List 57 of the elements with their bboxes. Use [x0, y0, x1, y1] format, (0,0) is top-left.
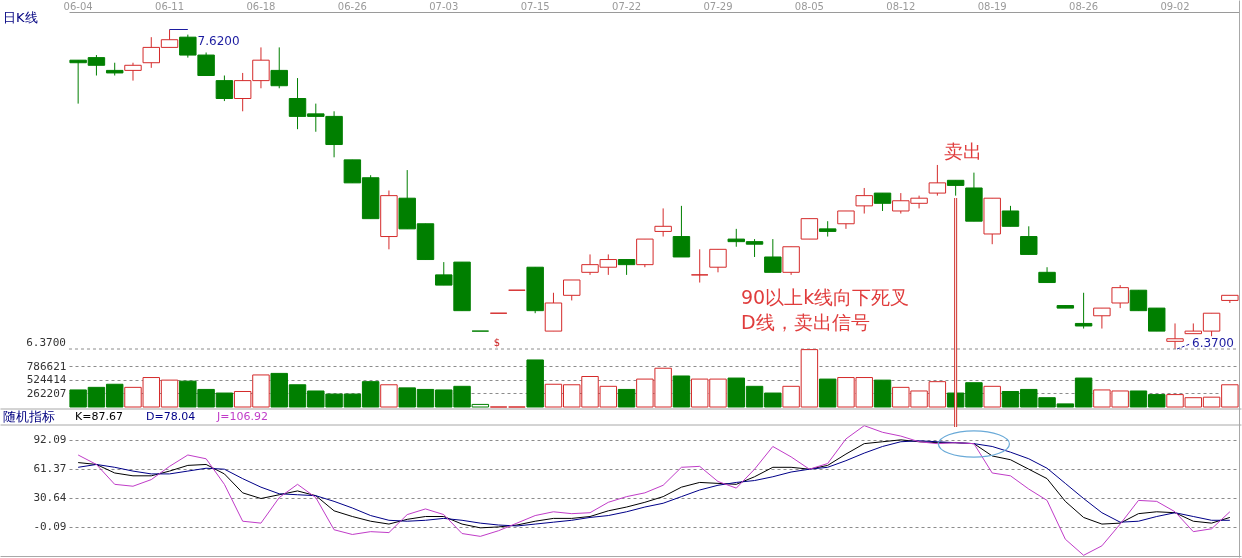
y-tick-label: 786621	[26, 359, 67, 373]
candlestick	[124, 62, 142, 82]
candlestick	[672, 205, 691, 258]
y-tick-label: 30.64	[33, 491, 67, 505]
x-tick-label: 06-04	[63, 0, 93, 12]
x-tick-label: 07-03	[429, 0, 459, 12]
bar	[873, 379, 892, 408]
candlestick	[1093, 307, 1111, 330]
candlestick	[928, 164, 947, 197]
line-series	[77, 425, 1231, 556]
annotation: 90以上k线向下死叉 D线，卖出信号	[741, 286, 910, 333]
bar	[818, 378, 837, 408]
x-tick-label: 08-12	[886, 0, 916, 12]
candlestick	[1074, 292, 1093, 330]
text: D=78.04	[146, 410, 196, 423]
candlestick	[654, 207, 672, 238]
candlestick	[563, 279, 581, 301]
text: K=87.67	[75, 410, 123, 423]
x-tick-label: 06-11	[155, 0, 185, 12]
bar	[983, 385, 1001, 408]
candlestick	[855, 187, 873, 215]
y-tick-label: 92.09	[33, 433, 67, 447]
candlestick	[1111, 284, 1129, 309]
x-tick-label: 07-15	[520, 0, 550, 12]
x-tick-label: 08-26	[1069, 0, 1099, 12]
ref-line-label: 6.3700	[1192, 336, 1234, 350]
candlestick	[215, 75, 234, 102]
candlestick	[709, 248, 727, 273]
x-tick-label: 06-26	[337, 0, 367, 12]
annotation: 7.6200	[197, 33, 240, 48]
x-tick-label: 08-05	[794, 0, 824, 12]
x-tick-label: 06-18	[246, 0, 276, 12]
y-tick-label: 524414	[26, 373, 67, 387]
text: 6.3700	[26, 336, 66, 349]
candlestick	[1020, 225, 1038, 255]
x-tick-label: 09-02	[1160, 0, 1190, 12]
x-tick-label: 08-19	[977, 0, 1007, 12]
text: J=106.92	[216, 410, 268, 423]
chart-title: 日K线	[3, 10, 38, 25]
annotation: $	[493, 337, 501, 348]
candlestick	[764, 238, 782, 273]
bar	[672, 375, 691, 408]
y-tick-label: -0.09	[33, 520, 67, 534]
y-tick-label: 61.37	[33, 462, 67, 476]
x-tick-label: 07-22	[612, 0, 642, 12]
candlestick	[1166, 322, 1184, 350]
candlestick	[270, 46, 288, 89]
annotation: 卖出	[944, 140, 982, 162]
bar	[380, 384, 398, 408]
candlestick	[690, 248, 709, 284]
chart-title: 随机指标	[3, 409, 55, 424]
candlestick	[800, 218, 819, 240]
y-tick-label: 262207	[26, 386, 67, 400]
bar	[617, 388, 636, 408]
bar	[526, 359, 544, 408]
candlestick	[1001, 205, 1020, 227]
x-tick-label: 07-29	[703, 0, 733, 12]
